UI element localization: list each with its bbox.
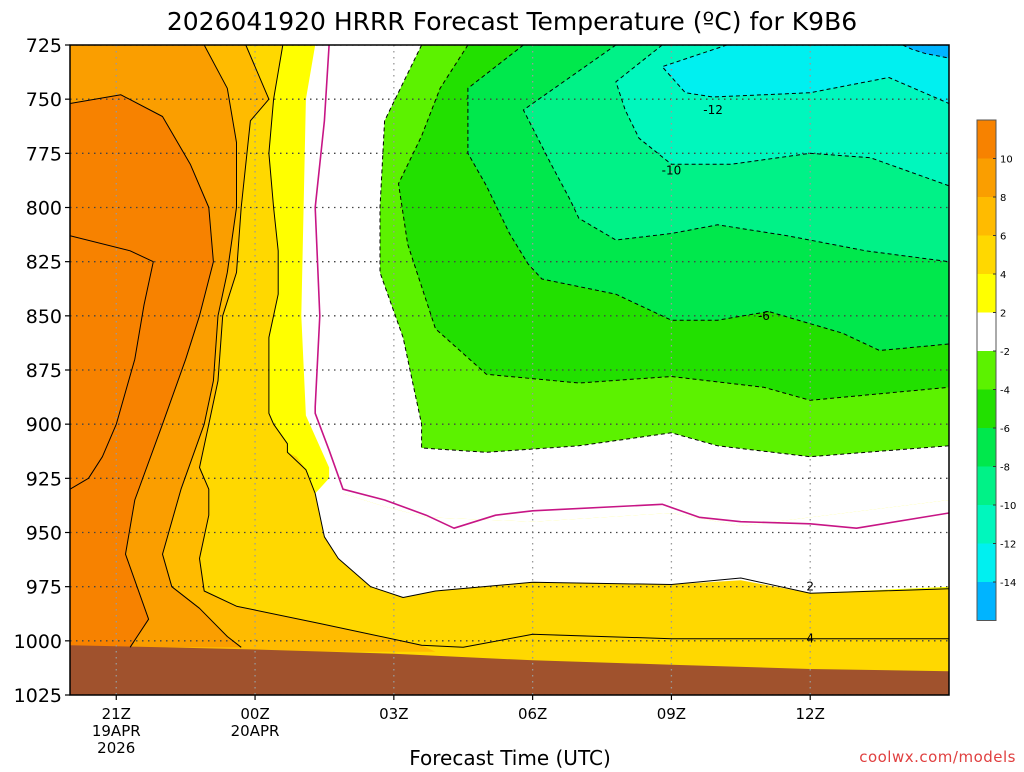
colorbar-bin-1 [977,158,996,197]
contour-line-5 [70,235,154,490]
colorbar-bin-11 [977,543,996,582]
y-tick-label-925: 925 [26,468,62,490]
contour-label--6: -6 [758,309,770,323]
x-tick-label-21Z-1: 19APR [92,722,141,740]
colorbar-label-6: 6 [1000,232,1006,243]
colorbar-label--4: -4 [1000,386,1010,397]
chart-title: 2026041920 HRRR Forecast Temperature (ºC… [167,7,857,36]
y-axis: 725 750 775 800 825 850 875 900 925 950 975 1000 102… [14,35,70,707]
y-tick-label-900: 900 [26,414,62,436]
colorbar-bin-6 [977,351,996,390]
temperature-region-14 [70,235,154,490]
x-tick-label-21Z-0: 21Z [102,705,131,723]
colorbar-label-2: 2 [1000,309,1006,320]
contour-line-0 [314,45,949,530]
y-tick-label-825: 825 [26,252,62,274]
colorbar-bin-5 [977,312,996,351]
y-tick-label-875: 875 [26,360,62,382]
y-tick-label-1025: 1025 [14,685,62,707]
contour-line-11 [661,45,949,104]
contour-line-7 [398,45,949,401]
y-tick-label-800: 800 [26,198,62,220]
colorbar-label--14: -14 [1000,578,1016,589]
temperature-region-13 [70,94,214,648]
x-tick-label-00Z-0: 00Z [240,705,269,723]
colorbar-label-10: 10 [1000,155,1013,166]
colorbar-bin-9 [977,466,996,505]
colorbar-bin-10 [977,505,996,544]
y-tick-label-750: 750 [26,89,62,111]
colorbar-label--2: -2 [1000,347,1010,358]
y-tick-label-975: 975 [26,577,62,599]
contour-line-9 [522,45,949,263]
y-tick-label-1000: 1000 [14,631,62,653]
colorbar-label-4: 4 [1000,270,1006,281]
contour-line-8 [467,45,949,351]
contour-label-2: 2 [806,580,814,594]
contour-line-12 [902,45,949,59]
contour-line-6 [379,45,949,458]
contour-line-3 [162,45,242,648]
x-tick-label-00Z-1: 20APR [231,722,280,740]
contour-label--12: -12 [703,103,723,117]
temperature-region-9 [662,45,949,104]
credit-text: coolwx.com/models [859,748,1016,766]
colorbar-bin-0 [977,120,996,159]
colorbar-label--8: -8 [1000,463,1010,474]
x-axis-title: Forecast Time (UTC) [409,746,611,768]
colorbar-label--10: -10 [1000,501,1016,512]
colorbar-bin-4 [977,274,996,313]
contour-line-10 [615,45,949,187]
contour-label-4: 4 [806,632,814,646]
plot-area: -12 -10 -6 2 4 [70,45,949,695]
ground-layer [70,645,949,695]
y-tick-label-950: 950 [26,523,62,545]
y-tick-label-775: 775 [26,143,62,165]
contour-line-2 [199,45,949,648]
y-tick-label-850: 850 [26,306,62,328]
contour-lines-layer [70,45,949,648]
colorbar-legend: 10 8 6 4 2 -2 -4 -6 -8 -10 -12 -14 [976,119,1016,621]
contour-label--10: -10 [662,164,682,178]
x-tick-label-03Z-0: 03Z [379,705,408,723]
temperature-fill-layer [70,45,949,695]
colorbar-label--12: -12 [1000,540,1016,551]
colorbar-bin-3 [977,235,996,274]
contour-line-1 [268,45,949,598]
temperature-region-10 [902,45,949,58]
x-tick-label-09Z-0: 09Z [657,705,686,723]
y-tick-label-725: 725 [26,35,62,57]
colorbar-bin-12 [977,582,996,621]
colorbar-label--6: -6 [1000,424,1010,435]
colorbar-label-8: 8 [1000,193,1006,204]
colorbar-bin-2 [977,197,996,236]
x-tick-label-06Z-0: 06Z [518,705,547,723]
colorbar-bin-7 [977,389,996,428]
colorbar-frame [976,119,997,621]
temperature-region-3 [315,478,949,598]
x-tick-label-12Z-0: 12Z [796,705,825,723]
contour-line-4 [70,94,214,648]
ground-surface [70,645,949,695]
colorbar-bin-8 [977,428,996,467]
x-tick-label-21Z-2: 2026 [97,739,135,757]
contour-labels-layer: -12 -10 -6 2 4 [662,103,814,646]
